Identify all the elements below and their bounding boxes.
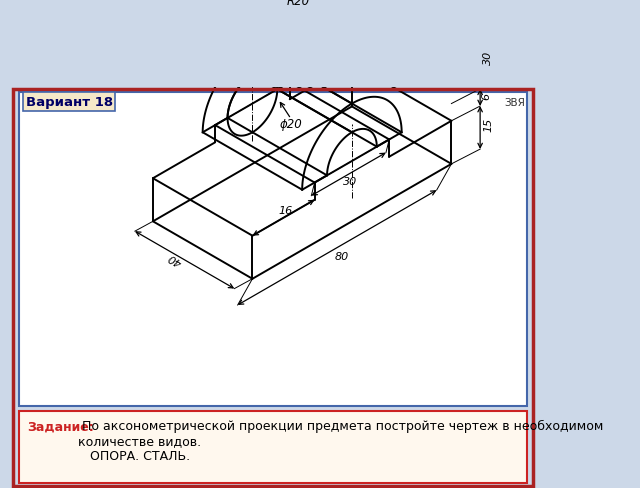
- Text: Задание:: Задание:: [27, 419, 93, 432]
- Text: 80: 80: [334, 251, 348, 261]
- Bar: [19, 411, 527, 483]
- Bar: [24, 93, 115, 111]
- Text: ϕ20: ϕ20: [280, 118, 303, 130]
- Text: По аксонометрической проекции предмета постройте чертеж в необходимом
количестве: По аксонометрической проекции предмета п…: [77, 419, 603, 462]
- Text: Вариант 18: Вариант 18: [26, 96, 113, 109]
- Text: 16: 16: [278, 205, 292, 215]
- Text: 6: 6: [482, 93, 492, 100]
- Text: 30: 30: [343, 176, 357, 186]
- Text: 40: 40: [166, 251, 184, 266]
- Text: 15: 15: [483, 118, 493, 132]
- Bar: [19, 93, 527, 406]
- Text: R20: R20: [287, 0, 310, 8]
- Text: 30: 30: [483, 51, 493, 65]
- Text: ЗВЯ: ЗВЯ: [505, 97, 525, 107]
